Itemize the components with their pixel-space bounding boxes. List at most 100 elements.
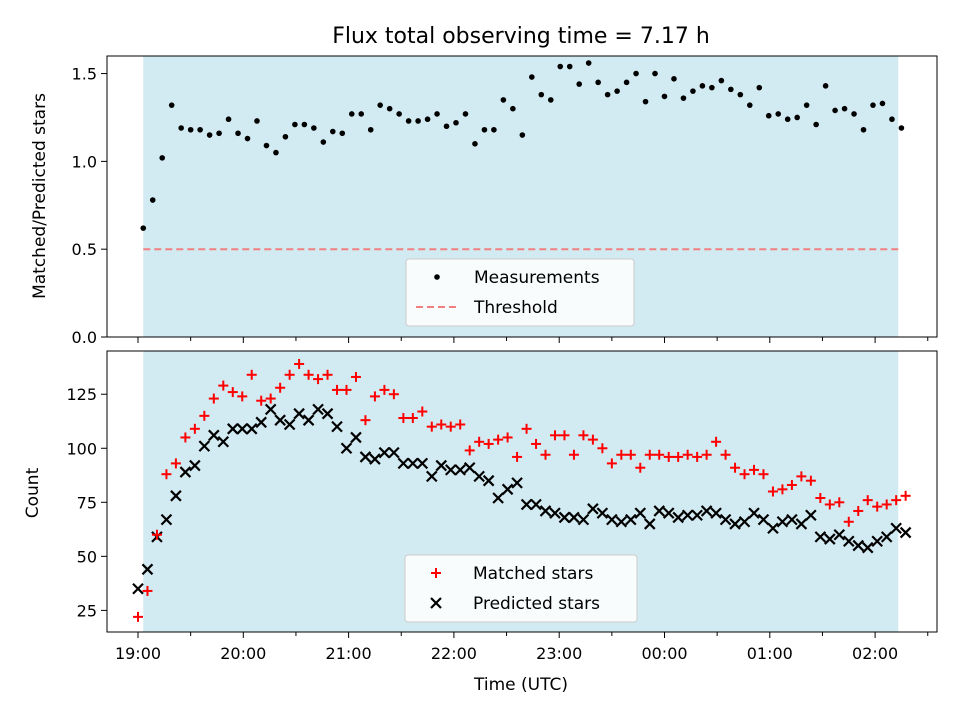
matched-star-point <box>142 585 153 596</box>
predicted-star-point-b <box>416 457 429 470</box>
measurement-point <box>301 121 308 128</box>
matched-star-point <box>815 492 826 503</box>
predicted-star-point-b <box>359 451 372 463</box>
matched-star-point <box>350 371 361 382</box>
chart-title: Flux total observing time = 7.17 h <box>332 24 710 49</box>
measurement-point <box>453 119 459 126</box>
predicted-star-point <box>236 423 249 435</box>
top-x-axis <box>137 337 929 343</box>
predicted-star-point <box>662 507 675 519</box>
predicted-star-point-b <box>606 513 618 526</box>
predicted-star-point <box>426 470 438 483</box>
matched-star-point <box>692 451 703 462</box>
top-y-tick-label: 0.0 <box>72 328 97 347</box>
matched-star-point <box>900 490 911 501</box>
measurement-point <box>709 84 715 91</box>
measurement-point <box>585 60 592 66</box>
measurement-point <box>813 121 819 128</box>
matched-star-point <box>739 469 750 480</box>
measurement-point <box>623 79 630 86</box>
measurement-point <box>244 135 251 142</box>
bottom-panel: 25 50 75 100 125 19:00 20:00 21:00 22:00 23:00 00… <box>23 350 938 695</box>
measurement-point <box>803 102 810 108</box>
measurement-point <box>178 125 184 131</box>
x-tick-label: 23:00 <box>536 644 582 663</box>
bottom-y-tick-label: 75 <box>77 493 97 512</box>
predicted-star-point-b <box>691 509 703 522</box>
matched-star-point <box>208 393 219 404</box>
predicted-star-point-b <box>520 498 533 511</box>
predicted-star-point <box>312 403 324 416</box>
predicted-star-point-b <box>264 403 277 416</box>
measurement-point <box>699 83 706 89</box>
matched-star-point <box>341 384 352 395</box>
predicted-star-point-b <box>653 505 666 517</box>
predicted-star-point <box>444 464 457 476</box>
predicted-star-point <box>890 522 902 535</box>
predicted-star-point <box>482 474 495 487</box>
matched-star-point <box>730 462 741 473</box>
measurements-legend-marker <box>434 274 440 280</box>
predicted-star-point <box>558 511 571 524</box>
predicted-star-point <box>899 526 912 539</box>
predicted-star-point <box>625 513 637 526</box>
predicted-star-point <box>587 503 599 515</box>
measurements-legend-label: Measurements <box>474 268 600 288</box>
predicted-star-point-b <box>350 431 362 444</box>
predicted-star-point-b <box>738 515 751 528</box>
measurement-point <box>263 142 270 149</box>
measurement-point <box>898 125 905 131</box>
top-y-tick-label: 1.5 <box>72 65 97 84</box>
measurement-point <box>140 225 147 231</box>
predicted-star-point <box>729 518 741 530</box>
predicted-star-point-b <box>805 509 817 522</box>
matched-stars-legend-label: Matched stars <box>473 564 593 584</box>
predicted-star-point <box>511 477 523 489</box>
measurement-point <box>367 126 374 133</box>
matched-star-point <box>549 430 560 441</box>
predicted-star-point-b <box>435 459 448 472</box>
predicted-star-point-b <box>748 507 760 519</box>
predicted-star-point <box>814 531 827 543</box>
predicted-stars-legend-label: Predicted stars <box>473 594 600 614</box>
predicted-star-point <box>672 511 684 524</box>
matched-star-point <box>616 449 627 460</box>
predicted-star-point-b <box>577 513 590 526</box>
predicted-star-point <box>795 518 808 530</box>
predicted-star-point <box>283 418 296 431</box>
bottom-y-tick-label: 25 <box>77 601 97 620</box>
predicted-star-point-b <box>208 429 220 442</box>
matched-star-point <box>606 458 617 469</box>
predicted-star-point <box>208 429 220 442</box>
measurement-point <box>642 98 649 105</box>
x-tick-label: 19:00 <box>115 644 161 663</box>
predicted-star-point-b <box>824 533 836 545</box>
predicted-star-point <box>331 420 343 433</box>
predicted-star-point-b <box>511 477 523 489</box>
measurement-point <box>481 126 488 133</box>
matched-star-point <box>227 387 238 398</box>
predicted-star-point <box>700 505 713 517</box>
matched-star-point <box>834 497 845 508</box>
x-tick-label: 00:00 <box>641 644 687 663</box>
bottom-y-tick-label: 125 <box>66 385 97 404</box>
predicted-star-point-b <box>340 442 353 455</box>
predicted-star-point-b <box>369 453 381 465</box>
predicted-star-point <box>871 535 883 547</box>
predicted-star-point <box>340 442 353 455</box>
predicted-star-point-b <box>643 518 656 530</box>
matched-star-point <box>872 501 883 512</box>
measurement-point <box>235 130 241 137</box>
predicted-star-point <box>359 451 372 463</box>
matched-star-point <box>568 449 579 460</box>
matched-stars-legend-marker <box>431 568 441 578</box>
matched-star-point <box>862 495 873 506</box>
bottom-y-tick-label: 100 <box>66 439 97 458</box>
predicted-star-point <box>501 483 514 496</box>
predicted-star-point-b <box>426 470 438 483</box>
predicted-star-point-b <box>132 582 144 595</box>
matched-star-point <box>597 443 608 454</box>
matched-star-point <box>445 421 456 432</box>
measurement-point <box>661 93 668 100</box>
predicted-star-point <box>767 522 779 535</box>
